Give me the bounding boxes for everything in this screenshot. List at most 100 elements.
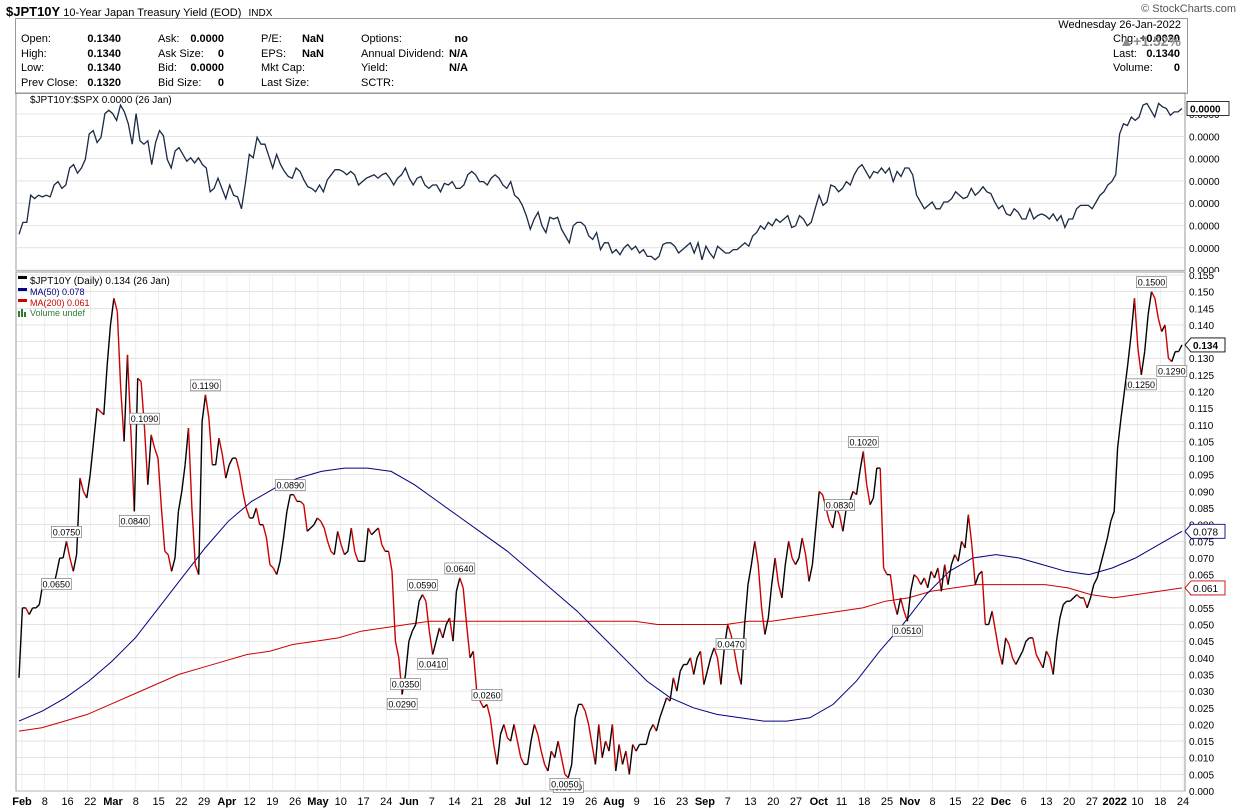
x-tick-label: 21 [471,796,483,808]
price-segment [503,724,508,738]
price-segment [889,574,895,602]
price-segment [394,641,400,658]
price-segment [340,544,346,555]
price-segment [160,507,166,552]
price-segment [1167,357,1173,363]
price-tick-label: 0.115 [1189,404,1214,415]
ma200-line [18,584,1183,732]
x-tick-label: Jul [515,796,531,808]
x-tick-label: Apr [217,796,237,808]
price-segment [130,431,135,512]
price-segment [1164,324,1170,359]
price-segment [96,407,101,413]
annotation-box [390,678,421,690]
right-value-box [1184,580,1226,596]
quote-label: SCTR: [361,76,394,89]
price-segment [1133,298,1139,349]
price-tick-label: 0.110 [1189,421,1214,432]
quote-label: Ask Size: [158,47,204,60]
price-segment [167,554,173,572]
right-value-label: 0.078 [1193,527,1218,538]
x-tick-label: 26 [585,796,597,808]
price-segment [791,557,797,565]
price-segment [428,631,434,655]
price-tick-label: 0.055 [1189,604,1214,615]
x-tick-label: 20 [1063,796,1075,808]
price-segment [415,601,420,625]
price-segment [882,567,888,575]
quote-label: Prev Close: [21,76,78,89]
price-segment [903,610,909,622]
price-segment [147,434,152,485]
ratio-legend: $JPT10Y:$SPX 0.0000 (26 Jan) [30,95,172,106]
x-tick-label: 8 [930,796,936,808]
price-segment [459,577,464,589]
annotation-label: 0.0260 [473,690,501,700]
price-segment [930,570,936,579]
price-segment [1073,594,1078,599]
price-segment [913,574,918,579]
price-segment [720,647,725,685]
price-segment [493,744,498,765]
price-segment [652,724,658,732]
x-tick-label: 22 [972,796,984,808]
annotation-box [129,412,160,425]
price-segment [72,554,78,572]
price-segment [706,657,712,672]
price-segment [35,604,40,609]
price-segment [530,724,536,742]
price-segment [255,507,261,525]
price-tick-label: 0.130 [1189,354,1214,365]
price-segment [367,527,373,536]
annotation-label: 0.0510 [894,626,922,636]
price-segment [1147,291,1153,316]
price-segment [228,457,234,466]
quote-label: Open: [21,33,51,45]
x-tick-label: 7 [725,796,731,808]
price-segment [215,438,220,465]
price-segment [1011,657,1017,665]
ratio-series-line [18,102,1183,261]
price-segment [1059,604,1064,619]
price-segment [150,434,156,449]
x-tick-label: 28 [494,796,506,808]
price-segment [632,744,637,752]
price-tick-label: 0.025 [1189,704,1214,715]
price-tick-label: 0.105 [1189,437,1214,448]
price-segment [1052,641,1058,675]
ratio-panel: 0.0000 0.0000 0.0000 0.0000 0.0000 0.0000 0.00… [15,92,1230,272]
x-tick-label: 15 [152,796,164,808]
price-segment [306,527,312,532]
price-segment [1106,521,1112,539]
price-segment [425,601,430,632]
price-segment [123,354,129,442]
price-segment [479,700,485,709]
price-segment [435,627,441,642]
quote-label: Last Size: [261,76,310,89]
price-segment [292,494,298,502]
x-tick-label: Dec [991,796,1011,808]
annotation-box [444,562,476,575]
price-tick-label: 0.155 [1189,272,1214,282]
price-tick-label: 0.145 [1189,304,1214,315]
price-segment [377,527,383,545]
price-segment [832,507,837,529]
price-segment [286,494,291,512]
price-segment [971,544,976,585]
quote-value: no [454,33,468,45]
price-segment [371,530,376,536]
price-segment [1005,637,1010,645]
price-segment [404,641,410,675]
annotation-box [549,778,581,790]
price-segment [520,757,525,765]
annotation-label: 0.1020 [850,437,878,447]
price-tick-label: 0.045 [1189,637,1214,648]
price-tick-label: 0.015 [1189,737,1214,748]
price-segment [540,750,546,765]
price-segment [703,671,708,685]
price-segment [303,504,308,532]
annotation-box [274,479,306,492]
ratio-last-box [1186,101,1230,116]
price-segment [954,554,959,562]
quote-value: 0.1340 [87,47,121,60]
